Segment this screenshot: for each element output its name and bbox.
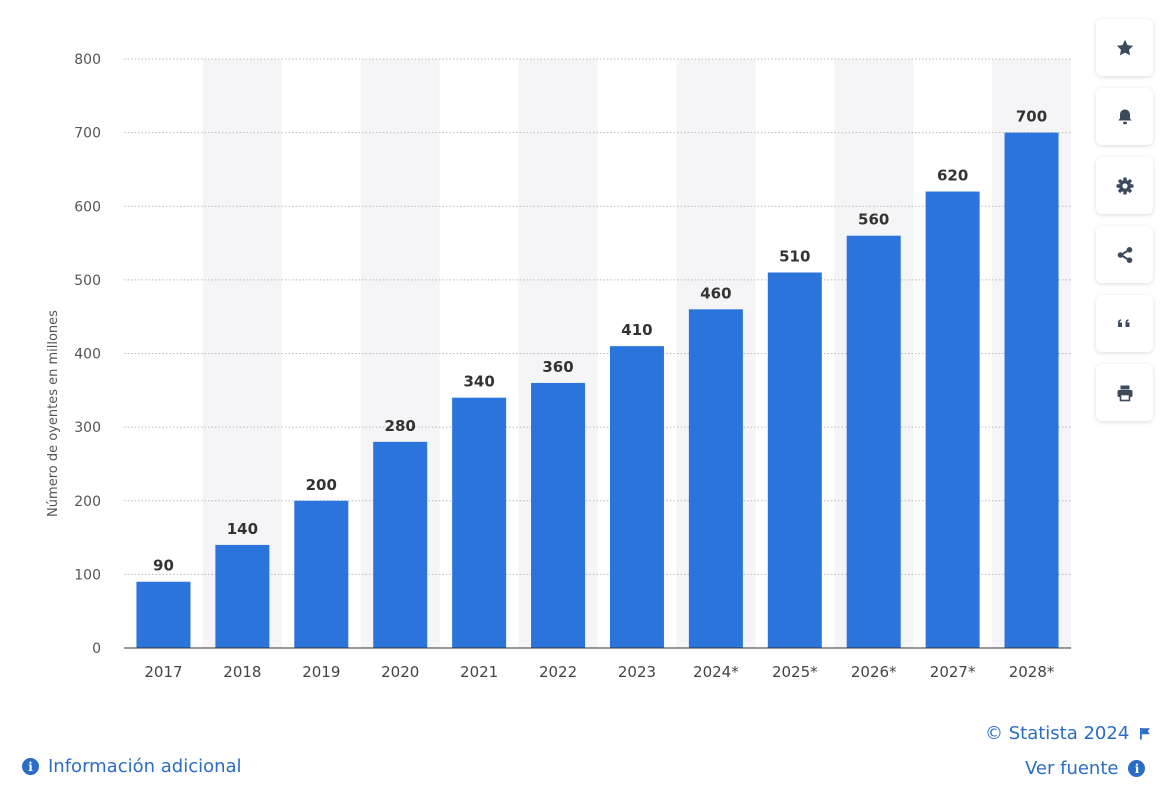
bar-2019 [294,500,349,648]
view-source-link[interactable]: Ver fuente i [1025,758,1146,779]
view-source-label: Ver fuente [1025,758,1119,779]
bar-2026* [846,235,901,648]
bar-2023 [609,346,664,648]
value-label: 560 [858,211,889,229]
bar-2025* [767,272,822,648]
x-tick-label: 2025* [772,663,818,681]
flag-icon[interactable] [1139,727,1151,740]
x-tick-label: 2021 [460,663,498,681]
value-label: 360 [542,358,573,376]
gear-icon [1116,177,1133,194]
x-tick-label: 2023 [618,663,656,681]
x-tick-label: 2026* [851,663,897,681]
x-tick-label: 2027* [930,663,976,681]
x-tick-label: 2019 [302,663,340,681]
bar-2021 [452,397,507,648]
settings-button[interactable] [1096,157,1153,214]
info-icon: i [1128,760,1146,777]
value-label: 410 [621,321,652,339]
value-label: 200 [306,476,337,494]
copyright-notice: © Statista 2024 [985,723,1151,744]
value-label: 510 [779,248,810,266]
bar-2028* [1004,132,1059,648]
cite-button[interactable] [1096,295,1153,352]
value-label: 620 [937,167,968,185]
bar-2017 [136,581,191,648]
y-axis-ticks: 0 100 200 300 400 500 600 700 800 [74,52,101,657]
bar-2027* [925,191,980,648]
y-tick-label: 800 [74,52,101,68]
y-tick-label: 0 [92,641,101,657]
bar-2024* [688,309,743,648]
bar-2020 [373,441,428,648]
print-button[interactable] [1096,364,1153,421]
share-icon [1117,246,1132,263]
value-label: 340 [463,373,494,391]
value-label: 460 [700,284,731,302]
additional-info-label: Información adicional [48,756,242,777]
bar-2018 [215,544,270,648]
value-label: 90 [153,557,174,575]
y-tick-label: 200 [74,494,101,510]
y-axis-title: Número de oyentes en millones [46,310,61,517]
x-axis-ticks: 2017 2018 2019 2020 2021 2022 2023 2024* 2025* 20… [144,663,1055,681]
value-label: 140 [227,520,258,538]
toolbar [1096,19,1153,433]
gridlines [124,58,1071,575]
bars [136,132,1059,648]
star-icon [1116,39,1133,55]
bell-icon [1117,109,1132,124]
y-tick-label: 300 [74,420,101,436]
additional-info-link[interactable]: i Información adicional [22,756,242,777]
x-tick-label: 2017 [144,663,182,681]
value-label: 280 [385,417,416,435]
y-tick-label: 100 [74,567,101,583]
y-tick-label: 700 [74,126,101,142]
y-tick-label: 400 [74,347,101,363]
x-tick-label: 2028* [1009,663,1055,681]
value-labels: 90 140 200 280 340 360 410 460 510 560 620 700 [153,108,1047,575]
bar-chart: 0 100 200 300 400 500 600 700 800 90 140 200 280 340… [46,52,1071,681]
x-tick-label: 2022 [539,663,577,681]
notification-button[interactable] [1096,88,1153,145]
share-button[interactable] [1096,226,1153,283]
copyright-text: © Statista 2024 [985,723,1130,744]
y-tick-label: 600 [74,199,101,215]
bar-2022 [531,382,586,648]
printer-icon [1117,385,1132,401]
y-tick-label: 500 [74,273,101,289]
value-label: 700 [1016,108,1047,126]
quote-icon [1117,318,1129,327]
info-icon: i [22,758,39,775]
x-tick-label: 2024* [693,663,739,681]
favorite-button[interactable] [1096,19,1153,76]
x-tick-label: 2018 [223,663,261,681]
x-tick-label: 2020 [381,663,419,681]
